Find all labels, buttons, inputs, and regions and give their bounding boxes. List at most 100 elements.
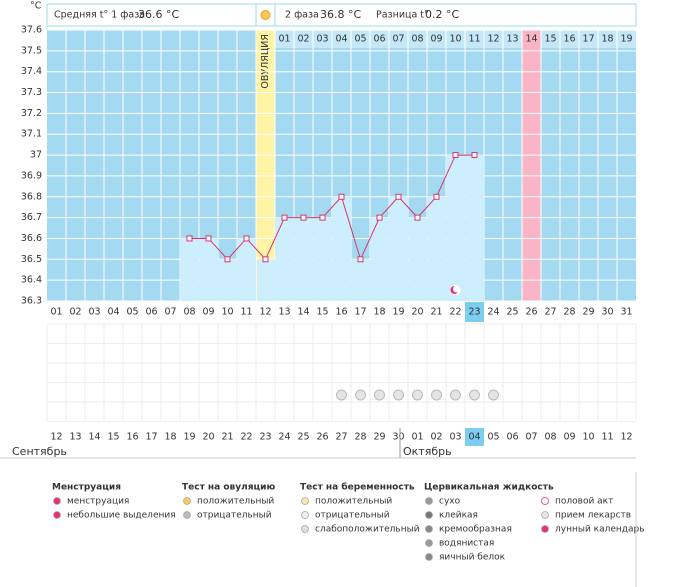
date-label: 14: [88, 432, 100, 443]
legend-item: яичный белок: [439, 553, 506, 563]
legend-item: кремообразная: [439, 525, 512, 535]
x-tick-label: 12: [259, 307, 271, 318]
legend-item: половой акт: [555, 497, 613, 507]
test-icon: [336, 389, 347, 401]
date-label: 04: [468, 432, 480, 443]
legend-icon: [425, 525, 433, 533]
date-label: 29: [373, 432, 385, 443]
moon-icon: [453, 285, 460, 293]
y-tick-label: 37.2: [21, 108, 42, 119]
x-tick-label: 05: [126, 307, 138, 318]
bar: [409, 217, 427, 301]
diff-value: 0.2 °C: [425, 8, 459, 21]
x-tick-label: 07: [164, 307, 176, 318]
x-tick-label: 13: [278, 307, 290, 318]
x-tick-label: 28: [563, 307, 575, 318]
date-label: 23: [259, 432, 271, 443]
legend-item: водянистая: [439, 539, 494, 549]
date-label: 19: [183, 432, 195, 443]
today-date-cell: [465, 428, 484, 446]
legend-icon: [301, 525, 309, 533]
x-tick-label: 27: [544, 307, 556, 318]
legend-icon: [53, 511, 61, 519]
y-tick-label: 36.8: [21, 191, 42, 202]
y-tick-label: 36.3: [21, 296, 42, 307]
bar: [276, 217, 294, 301]
legend-icon: [301, 511, 309, 519]
date-label: 16: [126, 432, 138, 443]
sun-icon: [260, 10, 271, 20]
x-tick-label: 20: [411, 307, 423, 318]
date-label: 28: [354, 432, 366, 443]
bar: [238, 238, 256, 301]
x-tick-label: 10: [221, 307, 233, 318]
date-label: 21: [221, 432, 233, 443]
bar: [295, 217, 313, 301]
legend-icon: [301, 497, 309, 505]
unit-label: °C: [30, 1, 42, 12]
highlight-band: [522, 30, 541, 301]
date-label: 22: [240, 432, 252, 443]
bar: [390, 196, 408, 301]
legend-item: отрицательный: [197, 511, 272, 521]
bar: [371, 217, 389, 301]
test-icon: [469, 389, 480, 401]
date-label: 08: [544, 432, 556, 443]
x-tick-label: 25: [506, 307, 518, 318]
legend-title: Менструация: [52, 483, 121, 493]
x-tick-label: 31: [620, 307, 632, 318]
header-box: [46, 3, 637, 27]
point: [186, 235, 193, 242]
date-label: 17: [145, 432, 157, 443]
bar: [181, 238, 199, 301]
y-tick-label: 36.6: [21, 233, 42, 244]
x-tick-label: 02: [69, 307, 81, 318]
cycle-day-label: 06: [373, 34, 385, 45]
legend-item: отрицательный: [315, 511, 390, 521]
legend-title: Тест на беременность: [300, 482, 415, 493]
legend-title: Тест на овуляцию: [182, 483, 275, 493]
cycle-day-label: 13: [506, 34, 518, 45]
legend-icon: [425, 539, 433, 547]
date-label: 18: [164, 432, 176, 443]
x-tick-label: 22: [449, 307, 461, 318]
date-label: 06: [506, 432, 518, 443]
x-tick-label: 09: [202, 307, 214, 318]
cycle-day-label: 02: [297, 34, 309, 45]
today-cell: [465, 302, 484, 322]
legend-icon: [53, 497, 61, 505]
date-label: 09: [563, 432, 575, 443]
cycle-day-label: 08: [411, 34, 423, 45]
point: [433, 193, 440, 200]
cycle-day-label: 11: [468, 34, 480, 45]
phase2-label: 2 фаза: [285, 10, 319, 21]
point: [281, 214, 288, 221]
x-tick-label: 26: [525, 307, 537, 318]
x-tick-label: 03: [88, 307, 100, 318]
y-tick-label: 37.3: [21, 87, 42, 98]
x-tick-label: 30: [601, 307, 613, 318]
bar: [219, 259, 237, 301]
cycle-day-label: 18: [601, 34, 613, 45]
point: [414, 214, 421, 221]
bar: [428, 196, 446, 301]
bar: [257, 259, 275, 301]
point: [205, 235, 212, 242]
date-label: 10: [582, 432, 594, 443]
legend-icon: [183, 497, 191, 505]
phase1-label: Средняя t° 1 фаза: [54, 10, 145, 21]
cycle-day-label: 14: [525, 34, 537, 45]
y-tick-label: 36.5: [21, 254, 42, 265]
test-icon: [412, 389, 423, 401]
test-icon: [450, 389, 461, 401]
x-tick-label: 29: [582, 307, 594, 318]
month-label: Сентябрь: [12, 445, 67, 458]
point: [395, 193, 402, 200]
date-label: 26: [316, 432, 328, 443]
x-tick-label: 01: [50, 307, 62, 318]
cycle-day-label: 19: [620, 34, 632, 45]
legend-icon: [541, 511, 549, 519]
cycle-day-label: 04: [335, 34, 347, 45]
